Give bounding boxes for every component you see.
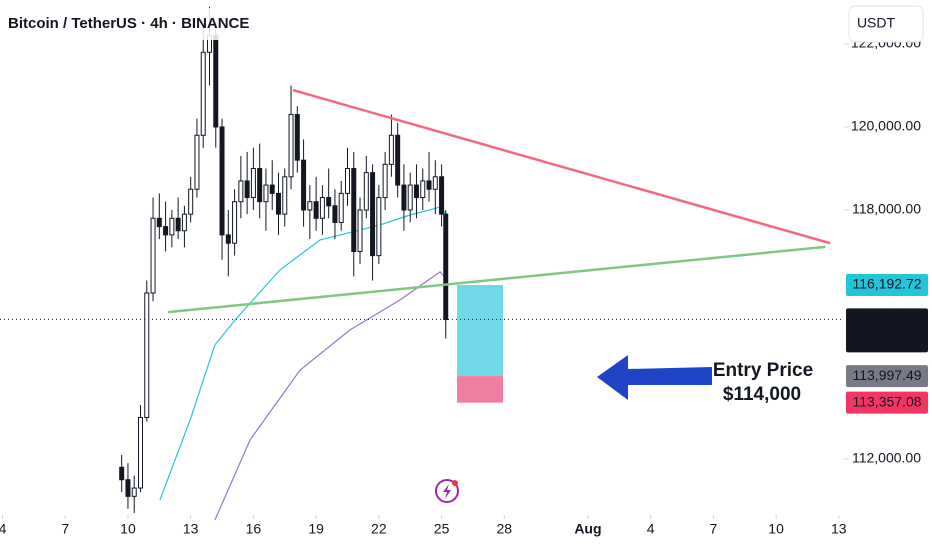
price-tag (846, 365, 928, 388)
candle-body (125, 479, 131, 497)
candle-body (119, 466, 125, 481)
candle-body (376, 197, 382, 257)
candle-body (313, 201, 319, 219)
trendline (292, 88, 831, 245)
price-tag (846, 391, 928, 414)
x-tick-label: 22 (371, 521, 387, 537)
price-tag (846, 308, 928, 353)
candle-body (263, 184, 269, 203)
candle-body (213, 35, 219, 128)
candle-body (175, 217, 181, 232)
x-tick-label: 10 (768, 521, 784, 537)
profit-zone (457, 284, 504, 377)
candle-body (357, 209, 363, 252)
candle-body (401, 184, 407, 211)
candle-body (200, 51, 206, 136)
candle-body (301, 159, 307, 211)
x-tick-label: 13 (183, 521, 199, 537)
alert-dot (452, 480, 458, 486)
annotation-text: $114,000 (723, 384, 801, 405)
price-tag-label: 115,362.85 (852, 310, 921, 326)
chart-title: Bitcoin / TetherUS · 4h · BINANCE (8, 15, 249, 32)
candle-body (363, 172, 369, 211)
price-tag (846, 273, 928, 296)
price-tag-timer: 01:54:26 (853, 332, 908, 348)
candle-body (257, 167, 263, 203)
candle-body (194, 134, 200, 190)
loss-zone (457, 376, 504, 403)
candle-body (319, 197, 325, 219)
candle-body (138, 416, 143, 489)
candle-body (344, 167, 350, 194)
moving-average (214, 270, 448, 521)
candle-body (275, 192, 281, 215)
candle-body (426, 180, 432, 190)
x-tick-label: 19 (308, 521, 324, 537)
x-tick-label: 28 (497, 521, 513, 537)
price-tag-label: 116,192.72 (852, 276, 921, 292)
currency-button[interactable]: USDT (848, 5, 924, 43)
candle-body (144, 292, 150, 418)
candle-body (225, 234, 231, 244)
candle-body (388, 134, 394, 165)
candle-body (269, 184, 275, 194)
y-tick-label: 120,000.00 (851, 118, 921, 134)
candle-body (188, 188, 194, 215)
price-tag-label: 113,357.08 (852, 393, 921, 409)
price-tag-label: 113,997.49 (852, 367, 921, 383)
candle-body (244, 180, 250, 199)
candle-body (370, 172, 376, 257)
trendline (167, 245, 826, 314)
candle-body (351, 167, 357, 252)
x-tick-label: 7 (709, 521, 717, 537)
axes: 112,000.00118,000.00120,000.00122,000.00… (0, 35, 928, 537)
y-tick-label: 118,000.00 (852, 201, 921, 217)
alert-ring (435, 479, 459, 503)
candle-body (219, 126, 225, 236)
x-tick-label: Aug (574, 521, 601, 537)
candle-body (238, 180, 244, 203)
candle-body (332, 205, 338, 223)
moving-average (159, 206, 448, 501)
candle-body (156, 217, 162, 228)
candle-body (443, 213, 449, 321)
x-tick-label: 25 (434, 521, 450, 537)
candle-body (420, 180, 426, 199)
candle-body (326, 197, 332, 207)
x-tick-label: 4 (647, 521, 655, 537)
candle-body (250, 167, 256, 199)
button-label: USDT (857, 15, 896, 31)
candle-body (163, 226, 169, 236)
alert-bolt (443, 484, 451, 499)
candle-body (338, 192, 344, 223)
candle-body (413, 184, 419, 199)
candle-body (294, 114, 300, 161)
candle-body (150, 217, 156, 294)
title-backdrop (0, 8, 232, 40)
annotation-arrow (597, 355, 712, 400)
annotation-text: Entry Price (713, 360, 813, 381)
candle-body (407, 184, 413, 211)
candle-body (282, 176, 288, 215)
candle-body (382, 163, 388, 199)
candle-body (432, 176, 438, 190)
candle-body (395, 134, 401, 186)
alert-icon[interactable] (435, 479, 459, 503)
candle-body (439, 176, 445, 215)
y-tick-label: 112,000.00 (852, 450, 921, 466)
x-tick-label: 10 (120, 521, 136, 537)
x-tick-label: 4 (0, 521, 7, 537)
candle-body (181, 213, 187, 232)
candle-body (232, 201, 238, 244)
candle-body (169, 217, 175, 236)
candle-body (131, 487, 137, 497)
x-tick-label: 16 (246, 521, 262, 537)
candle-body (288, 114, 294, 178)
x-tick-label: 13 (831, 521, 847, 537)
button-frame (848, 5, 924, 43)
x-tick-label: 7 (61, 521, 69, 537)
candle-body (307, 201, 313, 211)
plot-area (0, 6, 843, 521)
